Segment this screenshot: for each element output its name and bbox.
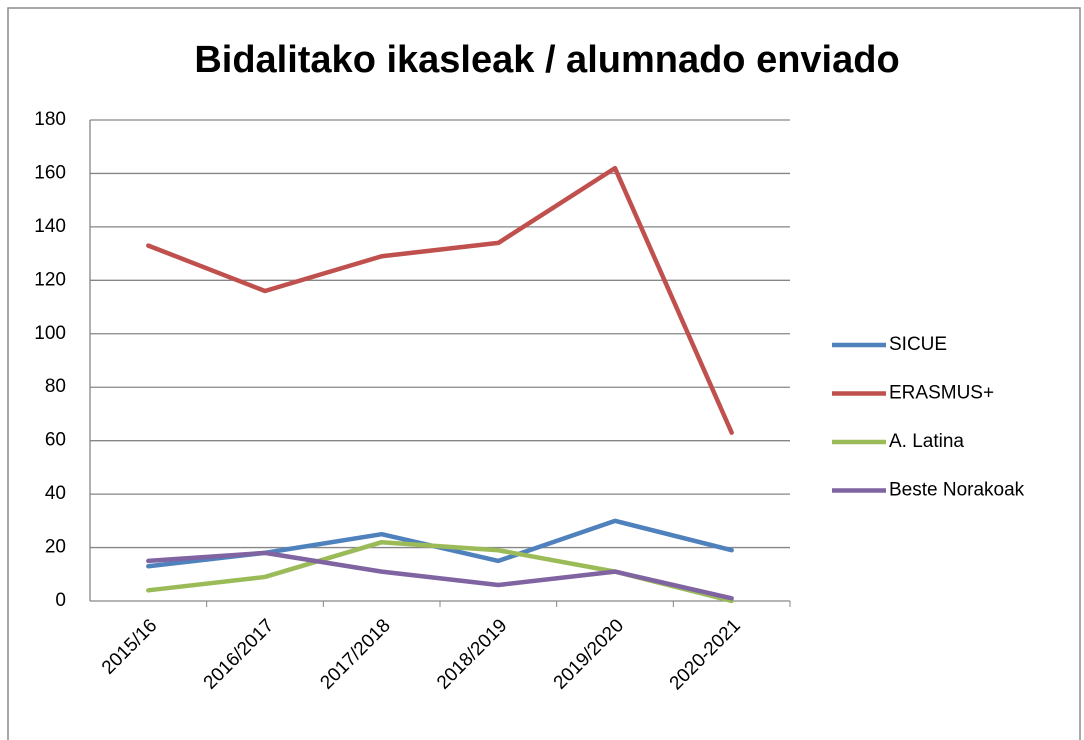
y-tick-label: 0 [55, 590, 66, 611]
legend-label: ERASMUS+ [889, 383, 994, 404]
y-tick-label: 180 [34, 109, 66, 130]
series-line [146, 550, 734, 601]
chart-title: Bidalitako ikasleak / alumnado enviado [194, 39, 899, 81]
y-tick-label: 160 [34, 162, 66, 183]
y-tick-label: 140 [34, 216, 66, 237]
y-tick-label: 100 [34, 323, 66, 344]
chart-frame [7, 7, 1081, 740]
y-tick-label: 20 [45, 537, 66, 558]
legend-label: A. Latina [889, 431, 964, 452]
y-tick-label: 120 [34, 269, 66, 290]
legend-label: Beste Norakoak [889, 480, 1025, 501]
legend-label: SICUE [889, 334, 947, 355]
y-tick-label: 80 [45, 376, 66, 397]
y-tick-label: 60 [45, 430, 66, 451]
y-tick-label: 40 [45, 483, 66, 504]
series-line [146, 165, 734, 435]
